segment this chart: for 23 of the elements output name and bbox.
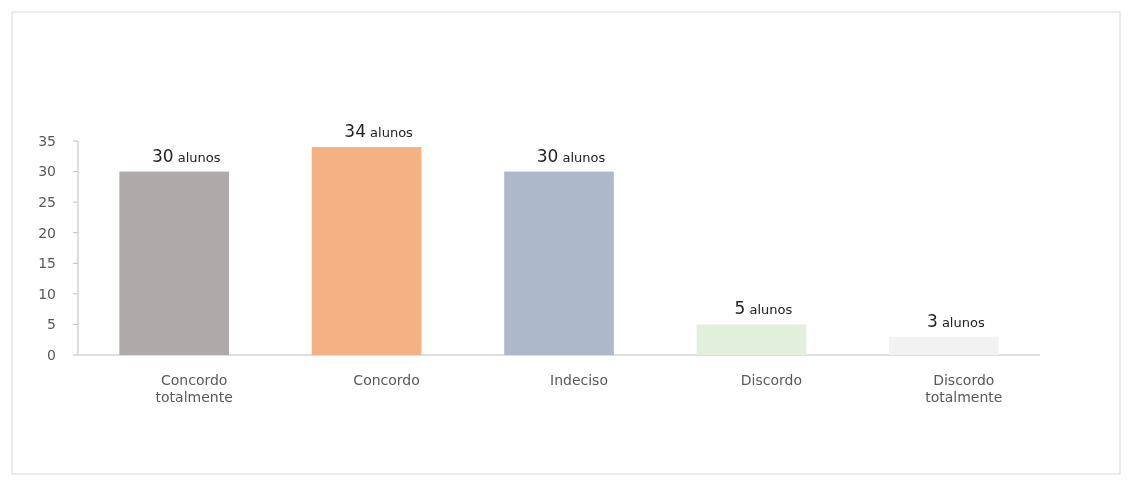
y-tick-label: 35 [38,132,56,149]
data-label: 3 alunos [926,310,985,331]
data-label: 5 alunos [734,298,793,319]
x-tick-label: Concordo totalmente [155,372,233,405]
bar [311,147,422,355]
y-tick-label: 30 [38,163,56,180]
y-tick-label: 0 [47,346,56,363]
bar [888,336,999,355]
bar [119,171,230,355]
x-tick-label: Discordo [740,372,802,388]
y-tick-label: 10 [38,285,56,302]
x-tick-label: Discordo totalmente [925,372,1003,405]
y-tick-label: 20 [38,224,56,241]
x-tick-label: Concordo [353,372,420,388]
y-tick-label: 25 [38,194,56,211]
bar [504,171,614,355]
x-tick-label: Indeciso [550,372,608,388]
data-label: 30 alunos [151,145,221,166]
bar [696,324,807,355]
y-tick-label: 5 [47,316,56,333]
y-tick-label: 15 [38,255,56,272]
data-label: 30 alunos [536,145,606,166]
data-label: 34 alunos [344,121,414,142]
